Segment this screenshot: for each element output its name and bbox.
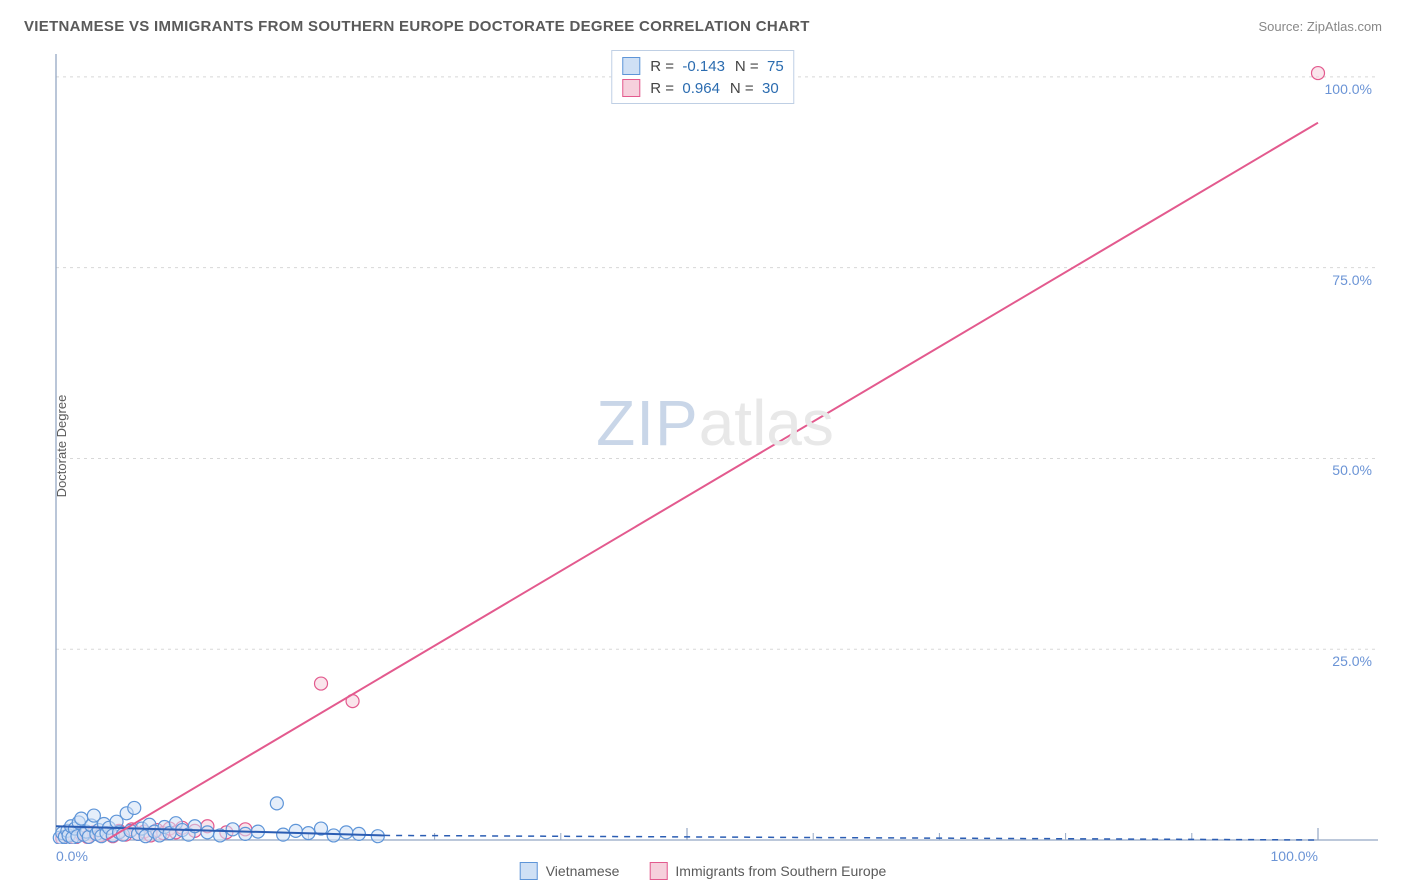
- scatter-plot: [52, 50, 1378, 844]
- axis-tick-label: 25.0%: [1332, 653, 1372, 669]
- axis-tick-label: 75.0%: [1332, 272, 1372, 288]
- axis-tick-label: 100.0%: [1325, 81, 1372, 97]
- swatch-pink-icon: [622, 79, 640, 97]
- legend-label-pink: Immigrants from Southern Europe: [675, 863, 886, 879]
- stats-legend: R = -0.143 N = 75 R = 0.964 N = 30: [611, 50, 794, 104]
- axis-tick-label: 100.0%: [1271, 848, 1318, 864]
- stats-row-blue: R = -0.143 N = 75: [622, 55, 783, 77]
- swatch-pink-icon: [649, 862, 667, 880]
- stats-pink-r: R = 0.964: [650, 80, 720, 97]
- stats-row-pink: R = 0.964 N = 30: [622, 77, 783, 99]
- axis-tick-label: 50.0%: [1332, 462, 1372, 478]
- series-legend: Vietnamese Immigrants from Southern Euro…: [520, 862, 887, 880]
- stats-blue-r: R = -0.143: [650, 58, 725, 75]
- legend-label-blue: Vietnamese: [546, 863, 620, 879]
- axis-tick-label: 0.0%: [56, 848, 88, 864]
- swatch-blue-icon: [520, 862, 538, 880]
- legend-item-pink: Immigrants from Southern Europe: [649, 862, 886, 880]
- stats-blue-n: N = 75: [735, 58, 784, 75]
- stats-pink-n: N = 30: [730, 80, 779, 97]
- swatch-blue-icon: [622, 57, 640, 75]
- chart-area: ZIPatlas 25.0%50.0%75.0%100.0%0.0%100.0%: [52, 50, 1378, 844]
- legend-item-blue: Vietnamese: [520, 862, 620, 880]
- source-attribution: Source: ZipAtlas.com: [1258, 19, 1382, 34]
- chart-title: VIETNAMESE VS IMMIGRANTS FROM SOUTHERN E…: [24, 18, 810, 35]
